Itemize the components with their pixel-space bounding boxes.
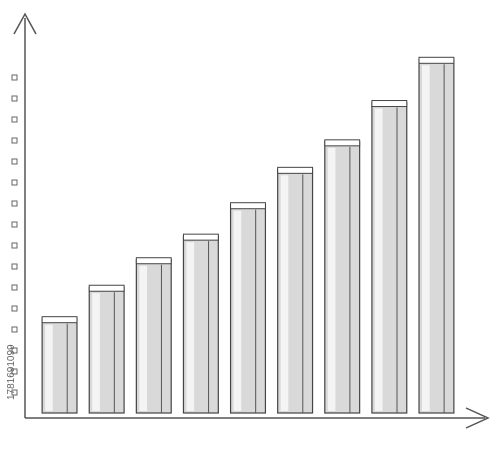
axis-doodle bbox=[11, 263, 18, 270]
axis-doodle bbox=[11, 74, 18, 81]
axis-doodle bbox=[11, 368, 18, 375]
bar-highlight bbox=[186, 242, 195, 411]
bar-cap bbox=[277, 166, 314, 174]
x-axis-arrow bbox=[465, 407, 490, 429]
bar-cap bbox=[418, 56, 455, 64]
bar-cap bbox=[324, 139, 361, 147]
axis-doodle bbox=[11, 158, 18, 165]
bar-cap bbox=[88, 284, 125, 292]
bar-highlight bbox=[139, 265, 148, 411]
axis-doodle bbox=[11, 389, 18, 396]
axis-doodle bbox=[11, 179, 18, 186]
bar-highlight bbox=[45, 324, 53, 411]
bar-cap bbox=[135, 257, 172, 265]
axis-doodle bbox=[11, 137, 18, 144]
bar-cap bbox=[182, 233, 219, 241]
axis-doodle bbox=[11, 242, 18, 249]
bar-cap bbox=[41, 316, 78, 324]
bar-cap bbox=[230, 202, 266, 210]
axis-doodle bbox=[11, 221, 18, 228]
bar-highlight bbox=[422, 65, 430, 412]
bar-highlight bbox=[374, 108, 383, 411]
axis-doodle bbox=[11, 305, 18, 312]
axis-doodle bbox=[11, 284, 18, 291]
bar-highlight bbox=[327, 147, 336, 411]
bar-cap bbox=[371, 100, 408, 108]
y-axis-arrow bbox=[13, 12, 37, 35]
axis-doodle bbox=[11, 116, 18, 123]
axis-doodle bbox=[11, 326, 18, 333]
axis-doodle bbox=[11, 200, 18, 207]
axis-doodle bbox=[11, 95, 18, 102]
axis-doodle bbox=[11, 347, 18, 354]
bar-highlight bbox=[280, 175, 289, 411]
bar-highlight bbox=[233, 210, 242, 411]
axes bbox=[13, 12, 490, 429]
bar-highlight bbox=[92, 293, 100, 411]
